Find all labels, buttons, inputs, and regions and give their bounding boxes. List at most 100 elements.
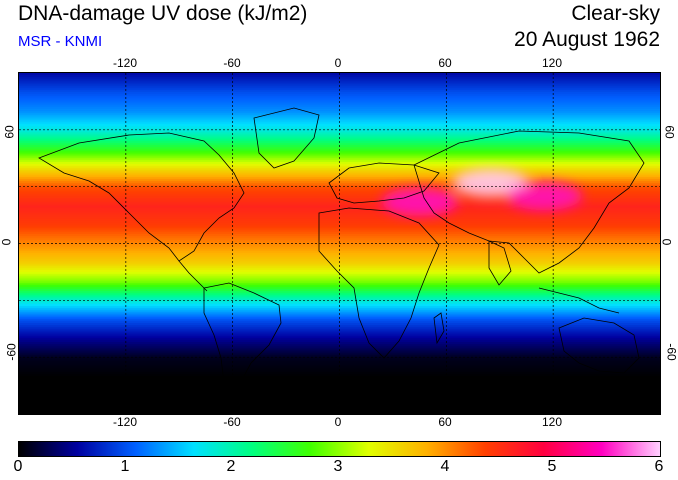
dose-band bbox=[19, 351, 660, 354]
dose-band bbox=[19, 326, 660, 330]
lon-tick-bottom: 60 bbox=[438, 415, 452, 429]
dose-band bbox=[19, 247, 660, 250]
coastline-asia bbox=[413, 130, 645, 274]
dose-band bbox=[19, 309, 660, 313]
dose-band bbox=[19, 135, 660, 139]
lat-tick-left: 60 bbox=[2, 125, 17, 139]
dose-band bbox=[19, 179, 660, 182]
dose-band bbox=[19, 362, 660, 366]
dose-band bbox=[19, 391, 660, 394]
dose-band bbox=[19, 366, 660, 370]
dose-band bbox=[19, 311, 660, 315]
coastline-africa bbox=[318, 207, 440, 359]
dose-band bbox=[19, 319, 660, 322]
dose-band bbox=[19, 275, 660, 279]
dose-band bbox=[19, 239, 660, 243]
dose-band bbox=[19, 306, 660, 309]
dose-band bbox=[19, 258, 660, 262]
dose-band bbox=[19, 198, 660, 201]
dose-band bbox=[19, 95, 660, 99]
dose-band bbox=[19, 262, 660, 265]
dose-band bbox=[19, 387, 660, 390]
colorbar-label: 6 bbox=[654, 458, 664, 475]
dose-band bbox=[19, 381, 660, 385]
uv-dose-map bbox=[18, 72, 661, 415]
dose-band bbox=[19, 345, 660, 349]
dose-band bbox=[19, 222, 660, 226]
dose-band bbox=[19, 122, 660, 125]
dose-band bbox=[19, 315, 660, 318]
dose-band bbox=[19, 167, 660, 171]
dose-band bbox=[19, 355, 660, 358]
lon-tick-top: -120 bbox=[112, 56, 138, 70]
dose-band bbox=[19, 347, 660, 351]
map-canvas bbox=[19, 73, 660, 414]
colorbar-label: 4 bbox=[440, 458, 450, 475]
dose-hotspot bbox=[381, 187, 458, 216]
dose-band bbox=[19, 86, 660, 89]
dose-band bbox=[19, 230, 660, 233]
lon-tick-bottom: -120 bbox=[112, 415, 138, 429]
coastline-south-america bbox=[203, 282, 282, 399]
lat-tick-right: -60 bbox=[664, 343, 678, 361]
lat-tick-right: 60 bbox=[662, 125, 677, 139]
lon-tick-top: 60 bbox=[438, 56, 452, 70]
dose-band bbox=[19, 374, 660, 377]
dose-band bbox=[19, 287, 660, 290]
dose-band bbox=[19, 143, 660, 146]
dose-band bbox=[19, 171, 660, 175]
lat-lon-grid bbox=[19, 73, 660, 414]
dose-band bbox=[19, 162, 660, 165]
source-label: MSR - KNMI bbox=[18, 33, 103, 50]
dose-band bbox=[19, 237, 660, 241]
dose-band bbox=[19, 139, 660, 142]
dose-band bbox=[19, 74, 660, 78]
dose-band bbox=[19, 370, 660, 373]
dose-band bbox=[19, 194, 660, 197]
dose-band bbox=[19, 114, 660, 118]
dose-band bbox=[19, 201, 660, 205]
coastline-madagascar bbox=[433, 312, 445, 345]
dose-band bbox=[19, 226, 660, 229]
dose-band bbox=[19, 273, 660, 277]
title: DNA-damage UV dose (kJ/m2) bbox=[18, 2, 308, 25]
dose-band bbox=[19, 383, 660, 387]
dose-band bbox=[19, 279, 660, 282]
dose-band bbox=[19, 103, 660, 106]
coastline-central-america bbox=[178, 260, 208, 292]
dose-band bbox=[19, 283, 660, 286]
dose-band bbox=[19, 150, 660, 154]
dose-band bbox=[19, 290, 660, 294]
lon-tick-top: 0 bbox=[334, 56, 342, 70]
dose-band bbox=[19, 215, 660, 218]
date-label: 20 August 1962 bbox=[514, 28, 660, 51]
dose-band bbox=[19, 270, 660, 273]
dose-band bbox=[19, 378, 660, 381]
dose-band bbox=[19, 82, 660, 85]
colorbar-label: 0 bbox=[13, 458, 23, 475]
colorbar-label: 5 bbox=[547, 458, 557, 475]
colorbar-label: 3 bbox=[333, 458, 343, 475]
dose-band bbox=[19, 131, 660, 135]
dose-band bbox=[19, 129, 660, 133]
dose-band bbox=[19, 323, 660, 326]
dose-band bbox=[19, 254, 660, 258]
dose-band bbox=[19, 330, 660, 334]
dose-band bbox=[19, 410, 660, 413]
lon-tick-bottom: 120 bbox=[541, 415, 563, 429]
lat-tick-left: 0 bbox=[0, 238, 14, 246]
dose-band bbox=[19, 146, 660, 150]
dose-band bbox=[19, 190, 660, 193]
dose-band bbox=[19, 398, 660, 402]
dose-band bbox=[19, 395, 660, 398]
dose-band bbox=[19, 165, 660, 169]
dose-band bbox=[19, 294, 660, 298]
dose-hotspot bbox=[452, 168, 529, 197]
dose-band bbox=[19, 266, 660, 269]
dose-band bbox=[19, 334, 660, 337]
colorbar bbox=[18, 441, 661, 457]
lat-tick-left: -60 bbox=[4, 343, 19, 361]
lon-tick-top: 120 bbox=[541, 56, 563, 70]
colorbar-label: 1 bbox=[120, 458, 130, 475]
dose-band bbox=[19, 90, 660, 93]
